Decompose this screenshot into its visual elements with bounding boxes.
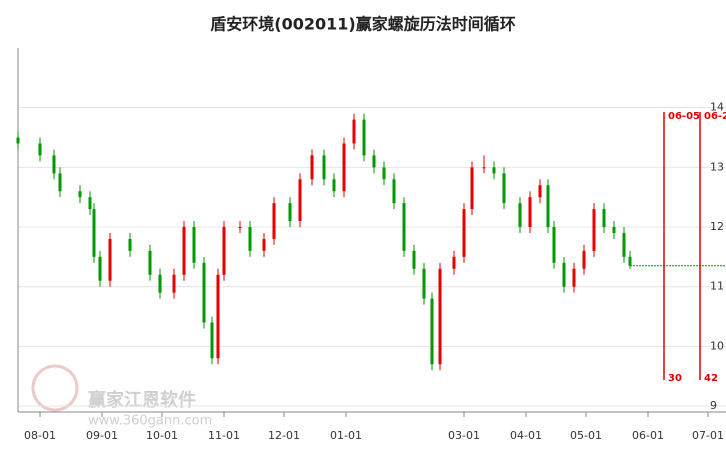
x-tick-label: 07-01 [692,429,724,442]
candle-body [78,191,82,198]
candle-body [402,203,406,251]
candle-body [192,227,196,263]
x-tick-label: 11-01 [208,429,240,442]
y-tick-label: 11 [710,280,724,293]
candle-body [298,179,302,222]
candle-body [128,238,132,251]
cycle-bottom-label: 42 [704,373,718,384]
candle-body [602,209,606,228]
chart-title: 盾安环境(002011)赢家螺旋历法时间循环 [210,15,515,34]
candle-body [182,227,186,275]
candle-body [216,274,220,359]
candle-body [622,232,626,257]
candle-body [528,197,532,228]
cycle-top-label: 06-23 [704,111,726,122]
candle-body [552,227,556,263]
candle-body [58,173,62,192]
candle-body [310,155,314,180]
candle-body [452,256,456,269]
x-tick-label: 09-01 [86,429,118,442]
watermark-logo [31,364,79,412]
candle-body [158,274,162,293]
x-tick-label: 01-01 [330,429,362,442]
y-tick-label: 10 [710,339,724,352]
candle-body [172,274,176,293]
candle-body [572,268,576,287]
candle-body [482,167,486,169]
y-tick-label: 9 [710,399,717,412]
candle-body [222,227,226,275]
x-tick-label: 05-01 [570,429,602,442]
candle-body [38,143,42,156]
candle-body [372,155,376,168]
candle-body [238,227,242,229]
candle-body [462,209,466,257]
candle-body [422,268,426,299]
candle-body [98,256,102,281]
candle-body [518,203,522,228]
candle-body [272,203,276,239]
candle-body [382,167,386,180]
cycle-bottom-label: 30 [668,373,682,384]
candle-body [562,262,566,287]
watermark: 赢家江恩软件 www.360gann.com [31,364,212,429]
candle-body [52,155,56,174]
candle-body [612,227,616,233]
candle-body [492,167,496,174]
candle-body [470,167,474,210]
candle-body [362,119,366,156]
candle-body [288,203,292,222]
candle-body [538,185,542,198]
candle-body [430,298,434,365]
candle-body [108,238,112,281]
candle-body [582,250,586,269]
watermark-title: 赢家江恩软件 [88,389,196,411]
candle-body [148,250,152,275]
y-tick-label: 12 [710,220,724,233]
candle-body [92,209,96,257]
candle-body [202,262,206,323]
candle-body [262,238,266,251]
cycle-top-label: 06-05 [668,111,700,122]
x-tick-label: 12-01 [268,429,300,442]
watermark-url: www.360gann.com [88,414,212,429]
x-tick-label: 03-01 [448,429,480,442]
y-tick-label: 14 [710,101,724,114]
candle-body [210,322,214,359]
x-tick-label: 10-01 [146,429,178,442]
candle-body [438,268,442,365]
candle-body [592,209,596,251]
x-tick-label: 06-01 [632,429,664,442]
candle-body [16,137,20,144]
candle-body [322,155,326,180]
candle-body [502,173,506,204]
candle-body [352,119,356,144]
y-tick-label: 13 [710,160,724,173]
candle-body [412,250,416,269]
candle-body [332,179,336,192]
candle-body [546,185,550,228]
candle-body [88,197,92,210]
x-tick-label: 04-01 [510,429,542,442]
candle-body [392,179,396,204]
candle-body [342,143,346,192]
x-tick-label: 08-01 [24,429,56,442]
candle-body [248,227,252,251]
candle-body [628,256,632,266]
